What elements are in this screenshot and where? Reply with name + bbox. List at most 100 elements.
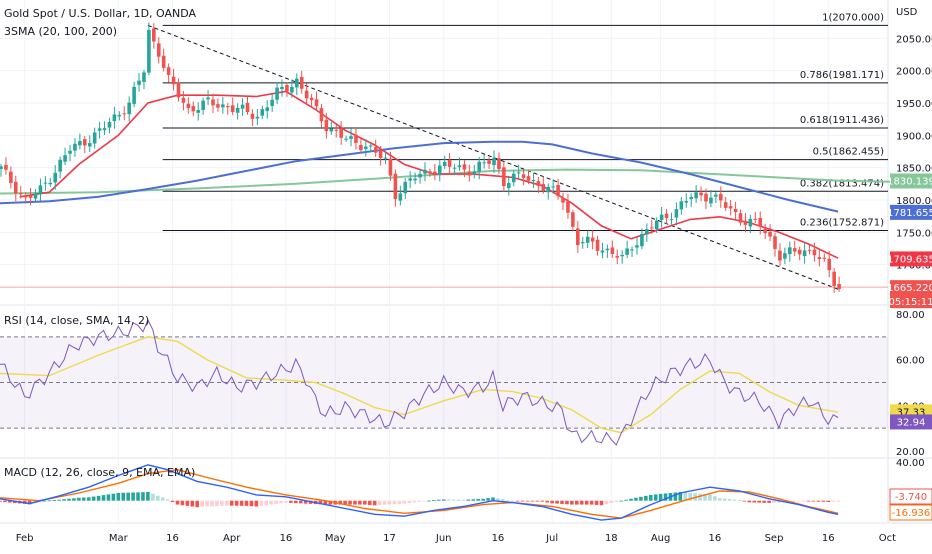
candle-body[interactable] [408, 178, 412, 181]
candle-body[interactable] [107, 122, 112, 128]
candle-body[interactable] [669, 219, 674, 221]
candle-body[interactable] [275, 87, 279, 100]
candle-body[interactable] [753, 218, 758, 220]
candle-body[interactable] [58, 159, 62, 172]
candle-body[interactable] [546, 186, 551, 193]
candle-body[interactable] [299, 76, 304, 89]
candle-body[interactable] [280, 86, 284, 90]
candle-body[interactable] [659, 214, 664, 220]
candle-body[interactable] [561, 197, 565, 203]
candle-body[interactable] [196, 110, 200, 113]
candle-body[interactable] [176, 82, 181, 98]
candle-body[interactable] [122, 113, 127, 115]
candle-body[interactable] [773, 236, 777, 249]
candle-body[interactable] [28, 195, 33, 198]
candle-body[interactable] [166, 67, 171, 75]
rsi-ma-line[interactable] [0, 336, 839, 434]
candle-body[interactable] [221, 104, 225, 108]
candle-body[interactable] [78, 141, 82, 146]
candle-body[interactable] [304, 90, 309, 99]
candle-body[interactable] [492, 157, 496, 166]
candle-body[interactable] [314, 99, 319, 107]
candle-body[interactable] [240, 104, 245, 109]
candle-body[interactable] [531, 179, 536, 182]
candle-body[interactable] [225, 106, 230, 108]
candle-body[interactable] [689, 197, 693, 200]
candle-body[interactable] [48, 182, 53, 185]
candle-body[interactable] [728, 206, 733, 209]
candle-body[interactable] [393, 173, 398, 200]
candle-body[interactable] [738, 213, 743, 223]
candle-body[interactable] [536, 181, 541, 186]
candle-body[interactable] [763, 228, 767, 234]
sma100-line[interactable] [0, 140, 839, 213]
candle-body[interactable] [309, 97, 314, 101]
candle-body[interactable] [378, 150, 383, 158]
candle-body[interactable] [211, 99, 215, 106]
candle-body[interactable] [640, 234, 644, 247]
candle-body[interactable] [265, 107, 270, 112]
macd-line[interactable] [0, 464, 839, 521]
candle-body[interactable] [654, 220, 659, 230]
candle-body[interactable] [502, 167, 506, 187]
candle-body[interactable] [714, 194, 718, 197]
candle-body[interactable] [704, 193, 708, 202]
candle-body[interactable] [723, 202, 728, 208]
candle-body[interactable] [610, 247, 615, 255]
candle-body[interactable] [23, 195, 28, 198]
candle-body[interactable] [585, 236, 590, 243]
candle-body[interactable] [147, 30, 151, 73]
candle-body[interactable] [580, 242, 585, 244]
candle-body[interactable] [447, 160, 452, 167]
candle-body[interactable] [359, 144, 363, 151]
candle-body[interactable] [186, 103, 191, 109]
macd-signal-line[interactable] [0, 468, 839, 519]
candle-body[interactable] [462, 164, 467, 170]
candle-body[interactable] [285, 84, 289, 92]
candle-body[interactable] [541, 183, 546, 191]
candle-body[interactable] [334, 129, 339, 131]
candle-body[interactable] [590, 237, 595, 242]
candle-body[interactable] [797, 249, 802, 255]
candle-body[interactable] [506, 183, 511, 188]
candle-body[interactable] [817, 257, 822, 260]
candle-body[interactable] [33, 193, 38, 199]
candle-body[interactable] [822, 257, 827, 259]
candle-body[interactable] [132, 86, 136, 104]
candle-body[interactable] [472, 171, 477, 174]
candle-body[interactable] [694, 192, 698, 199]
candle-body[interactable] [630, 249, 634, 251]
candle-body[interactable] [684, 201, 689, 203]
candle-body[interactable] [18, 193, 23, 195]
candle-body[interactable] [117, 114, 122, 117]
candle-body[interactable] [68, 150, 72, 154]
candle-body[interactable] [571, 212, 575, 227]
candle-body[interactable] [270, 99, 274, 106]
candle-body[interactable] [250, 113, 255, 119]
candle-body[interactable] [53, 172, 58, 183]
candle-body[interactable] [807, 250, 812, 252]
candle-body[interactable] [413, 178, 417, 181]
candle-body[interactable] [802, 250, 807, 257]
candle-body[interactable] [388, 158, 393, 176]
candle-body[interactable] [383, 157, 388, 159]
candle-body[interactable] [526, 176, 531, 181]
candle-body[interactable] [161, 55, 166, 68]
candle-body[interactable] [0, 166, 3, 169]
candle-body[interactable] [344, 138, 348, 140]
candle-body[interactable] [206, 97, 210, 100]
candle-body[interactable] [38, 185, 43, 195]
candle-body[interactable] [364, 146, 368, 150]
candle-body[interactable] [625, 248, 629, 255]
candle-body[interactable] [812, 249, 817, 256]
candle-body[interactable] [482, 162, 486, 164]
candle-body[interactable] [13, 181, 18, 194]
candle-body[interactable] [467, 171, 472, 176]
candle-body[interactable] [768, 231, 772, 237]
candle-body[interactable] [620, 254, 624, 257]
candle-body[interactable] [63, 155, 67, 162]
candle-body[interactable] [674, 209, 679, 218]
rsi-line[interactable] [0, 318, 839, 446]
candle-body[interactable] [260, 109, 265, 116]
candle-body[interactable] [788, 247, 792, 255]
